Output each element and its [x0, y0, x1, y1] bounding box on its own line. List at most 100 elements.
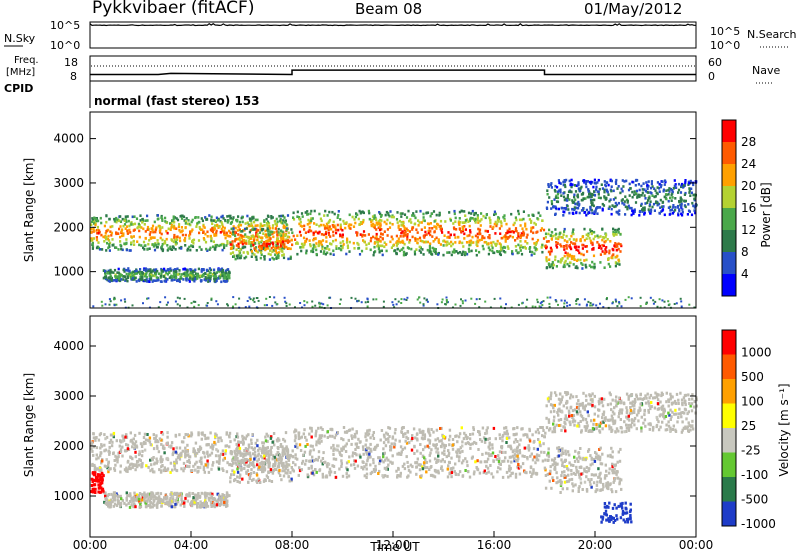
- velocity-cell: [261, 441, 264, 445]
- power-cell: [145, 271, 148, 275]
- power-cell: [145, 275, 148, 279]
- velocity-cell: [95, 446, 99, 450]
- power-cell: [238, 223, 241, 227]
- power-cell: [208, 248, 211, 251]
- power-cell: [126, 229, 129, 232]
- power-cell: [105, 230, 108, 233]
- power-cell: [132, 235, 135, 238]
- power-cell: [234, 257, 237, 261]
- velocity-cell: [419, 430, 422, 434]
- velocity-cell: [504, 450, 507, 454]
- power-cell: [493, 210, 496, 214]
- power-cell: [94, 222, 97, 225]
- power-cell: [213, 277, 216, 281]
- power-cell: [689, 194, 692, 197]
- velocity-cell: [140, 445, 144, 448]
- velocity-cell: [382, 433, 386, 437]
- power-cell: [110, 234, 113, 237]
- velocity-cell: [501, 475, 505, 479]
- power-cell: [210, 298, 213, 301]
- velocity-cell: [231, 469, 234, 473]
- power-cell: [595, 188, 598, 191]
- power-cell: [291, 231, 294, 234]
- power-cell: [229, 231, 232, 234]
- velocity-cell: [204, 505, 207, 509]
- power-cell: [95, 236, 98, 239]
- power-cell: [525, 227, 528, 231]
- velocity-cell: [108, 452, 111, 456]
- power-cell: [400, 302, 403, 304]
- power-cell: [223, 226, 226, 230]
- power-cell: [651, 205, 654, 209]
- power-cell: [163, 279, 166, 283]
- power-cell: [687, 209, 691, 213]
- velocity-cell: [310, 429, 313, 433]
- power-cell: [607, 183, 610, 187]
- velocity-cell: [109, 498, 113, 502]
- velocity-cell: [216, 449, 220, 453]
- power-cell: [661, 200, 665, 204]
- power-cell: [607, 193, 610, 196]
- power-cell: [590, 199, 593, 203]
- power-cell: [141, 278, 144, 282]
- power-cell: [180, 247, 183, 250]
- power-cell: [277, 227, 280, 231]
- power-cell: [322, 252, 325, 255]
- power-cell: [285, 223, 288, 226]
- power-cell: [185, 277, 188, 280]
- velocity-cell: [190, 469, 194, 472]
- power-cell: [115, 303, 118, 306]
- power-cell: [133, 228, 136, 232]
- power-cell: [583, 181, 586, 184]
- velocity-cell: [255, 473, 259, 477]
- power-cell: [671, 212, 675, 215]
- power-cell: [496, 250, 500, 254]
- power-cell: [413, 252, 417, 256]
- velocity-cell: [269, 436, 273, 440]
- power-cell: [290, 238, 293, 242]
- power-cell: [563, 198, 566, 202]
- power-cell: [499, 220, 502, 223]
- velocity-cell: [175, 458, 178, 462]
- velocity-cell: [250, 446, 253, 450]
- power-cell: [690, 213, 694, 217]
- power-cell: [120, 299, 123, 302]
- power-cell: [499, 250, 502, 253]
- power-cell: [670, 199, 673, 202]
- power-cell: [566, 194, 569, 197]
- power-cell: [326, 245, 329, 248]
- power-cell: [522, 230, 525, 233]
- velocity-cell: [436, 447, 439, 451]
- power-cell: [557, 260, 560, 263]
- power-cell: [282, 240, 285, 244]
- power-cell: [648, 204, 651, 208]
- velocity-cell: [288, 456, 291, 460]
- power-cell: [615, 248, 618, 252]
- velocity-cell: [206, 504, 210, 508]
- power-cell: [633, 190, 636, 193]
- power-cell: [292, 234, 295, 238]
- power-cell: [183, 219, 186, 222]
- power-cell: [128, 269, 131, 273]
- power-cell: [514, 239, 517, 242]
- velocity-cell: [182, 461, 186, 465]
- velocity-cell: [238, 463, 241, 467]
- velocity-cell: [156, 500, 160, 504]
- power-cell: [560, 244, 563, 248]
- power-cell: [307, 230, 310, 234]
- power-cell: [558, 231, 562, 235]
- power-cell: [536, 298, 539, 301]
- power-cell: [668, 187, 671, 190]
- power-cell: [240, 240, 243, 244]
- power-cell: [187, 219, 190, 222]
- power-cell: [162, 269, 165, 273]
- power-cell: [575, 259, 579, 262]
- power-cell: [601, 207, 604, 211]
- velocity-cell: [342, 438, 345, 442]
- power-cell: [601, 244, 604, 247]
- power-cell: [548, 263, 551, 267]
- velocity-cell: [243, 452, 246, 456]
- power-cell: [681, 208, 684, 211]
- power-cell: [245, 242, 248, 245]
